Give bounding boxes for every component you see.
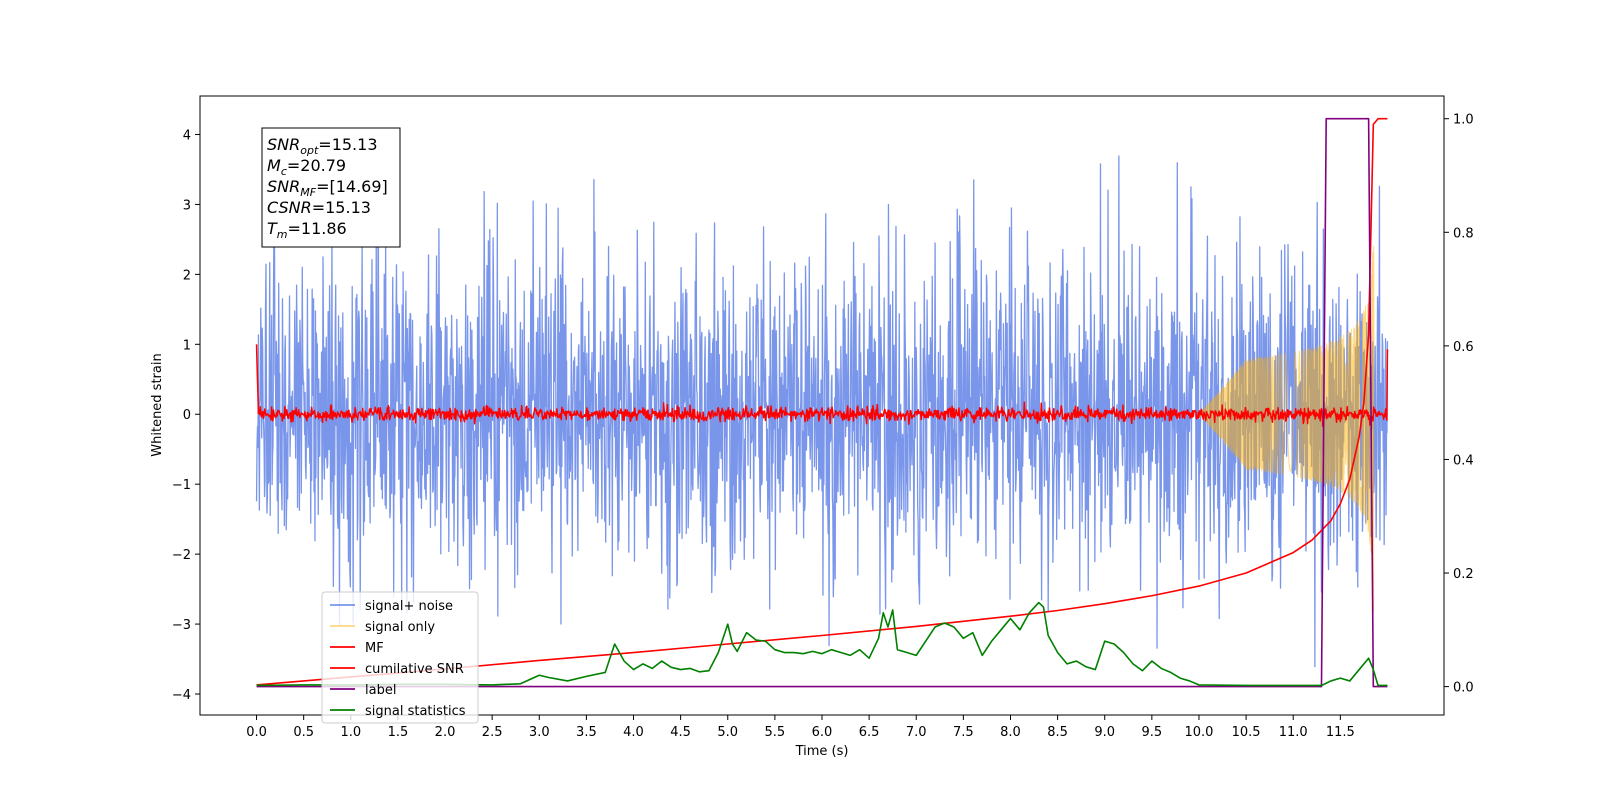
x-tick-label: 0.5 [293, 725, 314, 740]
x-tick-label: 9.5 [1142, 725, 1163, 740]
y2-tick-label: 0.8 [1453, 226, 1474, 241]
y-axis-right: 0.0 0.2 0.4 0.6 0.8 1.0 [1444, 113, 1474, 696]
x-tick-label: 7.5 [953, 725, 974, 740]
x-tick-label: 5.5 [765, 725, 786, 740]
x-tick-label: 0.0 [246, 725, 267, 740]
annotation-value: =15.13 [318, 135, 377, 154]
annotation-variable: SNR [267, 135, 300, 154]
legend-label-signal-noise: signal+ noise [365, 599, 453, 614]
legend-label-signal-statistics: signal statistics [365, 704, 466, 719]
legend-frame [321, 591, 479, 724]
annotation-value: =11.86 [288, 219, 347, 238]
x-tick-label: 2.0 [435, 725, 456, 740]
x-tick-label: 6.0 [812, 725, 833, 740]
annotation-variable: M [267, 156, 281, 175]
series-line-mf [255, 344, 1389, 428]
y-axis-title: Whitened strain [150, 353, 165, 456]
annotation-subscript: c [281, 165, 287, 178]
x-tick-label: 4.5 [670, 725, 691, 740]
x-axis: 0.0 0.5 1.0 1.5 2.0 2.5 3.0 3.5 4.0 4.5 5.0 5.5 6.0 6… [246, 715, 1355, 740]
series-layer [255, 117, 1389, 688]
x-tick-label: 5.0 [717, 725, 738, 740]
annotation-variable: CSNR [267, 198, 312, 217]
annotation-subscript: m [277, 228, 288, 241]
legend-label-signal-only: signal only [365, 620, 435, 635]
series-line-signal-noise [255, 155, 1389, 668]
x-tick-label: 6.5 [859, 725, 880, 740]
annotation-subscript: MF [300, 186, 316, 199]
y-tick-label: 2 [183, 268, 191, 283]
legend-label-cumilative-snr: cumilative SNR [365, 662, 464, 677]
y2-tick-label: 1.0 [1453, 113, 1474, 128]
x-tick-label: 3.0 [529, 725, 550, 740]
annotation-value: =15.13 [312, 198, 371, 217]
annotation-line: Tm=11.86 [267, 219, 347, 241]
legend-label-label: label [365, 683, 396, 698]
y2-tick-label: 0.0 [1453, 681, 1474, 696]
annotation-value: =[14.69] [316, 177, 388, 196]
series-line-cumilative-snr [256, 117, 1388, 686]
x-tick-label: 4.0 [623, 725, 644, 740]
y-tick-label: −4 [172, 688, 191, 703]
x-tick-label: 1.0 [340, 725, 361, 740]
y2-tick-label: 0.2 [1453, 567, 1474, 582]
legend-label-mf: MF [365, 641, 384, 656]
annotation-line: SNRopt=15.13 [267, 135, 378, 157]
legend: signal+ noise signal only MF cumilative SNR… [321, 591, 479, 724]
x-tick-label: 8.0 [1000, 725, 1021, 740]
y-tick-label: −1 [172, 478, 191, 493]
x-tick-label: 2.5 [482, 725, 503, 740]
x-axis-title: Time (s) [795, 744, 849, 759]
x-tick-label: 11.0 [1279, 725, 1308, 740]
y2-tick-label: 0.6 [1453, 340, 1474, 355]
annotation-box-frame [261, 127, 401, 248]
x-tick-label: 10.5 [1232, 725, 1261, 740]
annotation-line: CSNR=15.13 [267, 198, 371, 217]
annotation-variable: T [267, 219, 278, 238]
y2-tick-label: 0.4 [1453, 453, 1474, 468]
y-tick-label: 4 [183, 128, 191, 143]
series-line-label [256, 117, 1388, 688]
y-tick-label: 0 [183, 408, 191, 423]
x-tick-label: 7.0 [906, 725, 927, 740]
y-axis-left: −4 −3 −2 −1 0 1 2 3 4 [172, 128, 200, 703]
annotation-variable: SNR [267, 177, 300, 196]
annotation-box: SNRopt=15.13Mc=20.79SNRMF=[14.69]CSNR=15… [261, 127, 401, 248]
y-tick-label: −2 [172, 548, 191, 563]
annotation-value: =20.79 [287, 156, 346, 175]
y-tick-label: −3 [172, 618, 191, 633]
series-line-signal-statistics [256, 601, 1388, 687]
annotation-line: SNRMF=[14.69] [267, 177, 388, 199]
series-line-signal-only [1198, 245, 1375, 612]
x-tick-label: 10.0 [1184, 725, 1213, 740]
x-tick-label: 3.5 [576, 725, 597, 740]
annotation-subscript: opt [300, 144, 319, 157]
annotation-line: Mc=20.79 [267, 156, 346, 178]
y-tick-label: 3 [183, 198, 191, 213]
x-tick-label: 8.5 [1047, 725, 1068, 740]
x-tick-label: 11.5 [1326, 725, 1355, 740]
y-tick-label: 1 [183, 338, 191, 353]
x-tick-label: 9.0 [1094, 725, 1115, 740]
x-tick-label: 1.5 [388, 725, 409, 740]
